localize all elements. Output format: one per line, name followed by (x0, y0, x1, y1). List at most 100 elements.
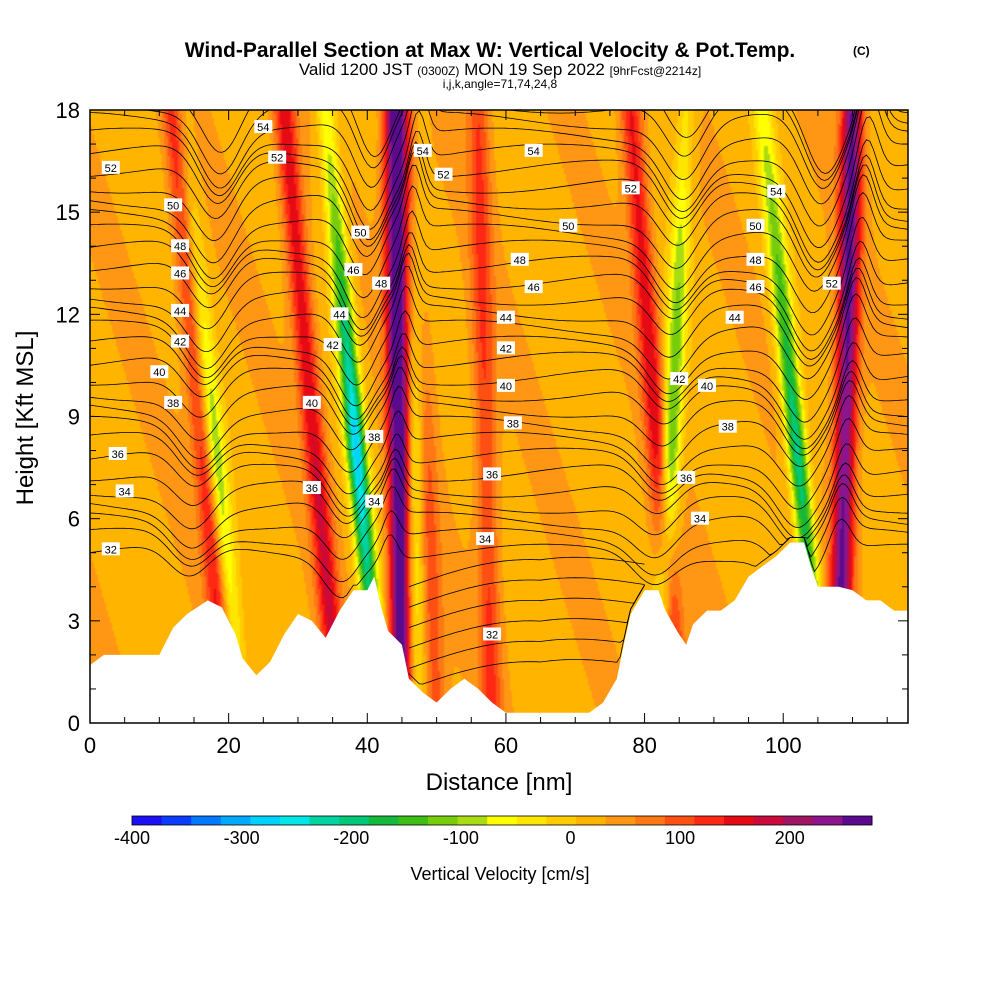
isentrope-label-text: 34 (479, 534, 491, 546)
isentrope-line (90, 394, 908, 495)
isentrope-label-text: 32 (105, 544, 117, 556)
isentrope-label: 42 (323, 337, 342, 352)
isentrope-label: 52 (101, 160, 120, 175)
colorbar-tick-label: 100 (665, 828, 695, 848)
x-tick-label: 20 (216, 733, 240, 758)
isentrope-label: 34 (691, 511, 710, 526)
isentrope-label: 48 (372, 276, 391, 291)
colorbar-swatch (398, 816, 429, 825)
isentrope-label-text: 54 (257, 122, 269, 134)
isentrope-line (408, 556, 645, 588)
isentrope-label: 38 (365, 429, 384, 444)
isentrope-line (188, 110, 856, 174)
isentrope-label-text: 40 (306, 398, 318, 410)
isentrope-labels: 52 54 52 50 48 46 44 42 40 38 36 34 32 50 46 44 42 40 36 38… (101, 120, 841, 641)
valid-time-line: Valid 1200 JST (0300Z) MON 19 Sep 2022 [… (299, 60, 701, 79)
isentrope-label-text: 54 (770, 187, 782, 199)
isentrope-label: 52 (434, 167, 453, 182)
isentrope-label-text: 48 (749, 255, 761, 267)
y-tick-label: 18 (56, 98, 80, 123)
colorbar-swatch (132, 816, 163, 825)
isentrope-line (90, 468, 908, 549)
colorbar-swatch (280, 816, 311, 825)
colorbar-swatch (191, 816, 222, 825)
colorbar-swatch (220, 816, 251, 825)
x-tick-label: 40 (355, 733, 379, 758)
colorbar-swatch (487, 816, 518, 825)
isentrope-label-text: 36 (680, 473, 692, 485)
isentrope-label-text: 40 (153, 367, 165, 379)
isentrope-line (90, 110, 908, 230)
isentrope-label-text: 52 (105, 163, 117, 175)
x-axis-label: Distance [nm] (426, 769, 573, 796)
isentrope-label: 52 (268, 150, 287, 165)
isentrope-line (90, 252, 908, 360)
colorbar-label: Vertical Velocity [cm/s] (410, 864, 589, 884)
colorbar-tick-label: 200 (775, 828, 805, 848)
isentrope-line (90, 380, 908, 473)
colorbar-tick-label: -300 (224, 828, 260, 848)
isentrope-label: 54 (413, 143, 432, 158)
isentrope-line (90, 418, 908, 510)
valid-zulu: (0300Z) (417, 64, 459, 78)
colorbar-swatch (724, 816, 755, 825)
isentrope-label: 50 (351, 225, 370, 240)
colorbar-swatch (516, 816, 547, 825)
isentrope-label-text: 46 (528, 282, 540, 294)
isentrope-label: 32 (101, 542, 120, 556)
colorbar-swatch (546, 816, 577, 825)
colorbar-swatch (664, 816, 695, 825)
isentrope-label: 44 (171, 303, 190, 318)
colorbar: -400 -300 -200 -100 0 100 200 (114, 815, 873, 848)
isentrope-line (90, 240, 908, 352)
colorbar-swatch (694, 816, 725, 825)
colorbar-swatch (812, 816, 843, 825)
isentrope-label-text: 54 (528, 146, 540, 158)
x-tick-label: 60 (494, 733, 518, 758)
isentrope-label-text: 38 (368, 432, 380, 444)
y-tick-label: 9 (68, 405, 80, 430)
isentrope-label: 48 (510, 252, 529, 267)
isentrope-label-text: 42 (673, 374, 685, 386)
colorbar-swatch (250, 816, 281, 825)
isentrope-label-text: 54 (417, 146, 429, 158)
isentrope-label-text: 42 (174, 337, 186, 349)
isentrope-label: 40 (496, 378, 515, 393)
isentrope-line (408, 584, 645, 669)
isentrope-line (408, 584, 645, 649)
isentrope-label-text: 36 (306, 483, 318, 495)
isentrope-line (408, 577, 645, 608)
x-tick-label: 0 (84, 733, 96, 758)
isentrope-line (90, 355, 908, 450)
isentrope-label-text: 40 (500, 381, 512, 393)
isentrope-label-text: 44 (333, 309, 345, 321)
isentrope-line (408, 584, 645, 685)
isentrope-label-text: 48 (375, 279, 387, 291)
isentrope-label-text: 50 (354, 228, 366, 240)
isentrope-label: 36 (483, 467, 502, 481)
isentrope-label: 42 (670, 372, 689, 386)
isentrope-label: 46 (344, 263, 363, 277)
isentrope-lines (90, 110, 908, 685)
isentrope-line (408, 584, 645, 628)
isentrope-label-text: 52 (625, 183, 637, 195)
isentrope-label-text: 44 (729, 313, 741, 325)
isentrope-label-text: 38 (167, 398, 179, 410)
y-tick-label: 6 (68, 507, 80, 532)
colorbar-tick-label: -100 (443, 828, 479, 848)
valid-local: Valid 1200 JST (299, 60, 413, 79)
isentrope-label: 32 (483, 627, 502, 641)
isentrope-line (90, 116, 908, 249)
isentrope-label-text: 50 (749, 221, 761, 233)
isentrope-label-text: 38 (507, 418, 519, 430)
chart-title: Wind-Parallel Section at Max W: Vertical… (185, 39, 796, 62)
isentrope-label-text: 50 (562, 221, 574, 233)
isentrope-line (90, 150, 908, 271)
colorbar-swatch (842, 816, 873, 825)
y-tick-label: 12 (56, 302, 80, 327)
isentrope-label-text: 52 (826, 279, 838, 291)
isentrope-line (90, 191, 908, 319)
colorbar-swatch (635, 816, 666, 825)
isentrope-label-text: 46 (174, 268, 186, 280)
isentrope-label: 52 (822, 276, 841, 291)
